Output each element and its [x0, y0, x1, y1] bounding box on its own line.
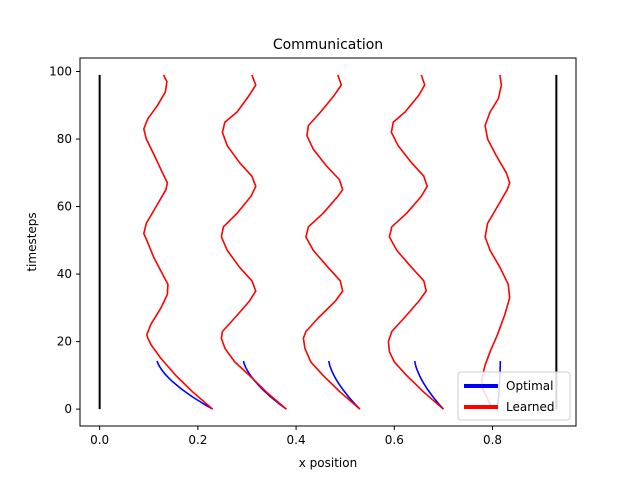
y-tick-label: 60 — [57, 200, 72, 214]
chart-title: Communication — [273, 37, 383, 53]
y-axis: 0 20 40 60 80 100 — [49, 65, 80, 416]
legend-label-optimal: Optimal — [506, 379, 553, 393]
x-tick-label: 0.8 — [483, 433, 502, 447]
optimal-line-agent-4 — [413, 360, 444, 410]
x-tick-label: 0.6 — [385, 433, 404, 447]
optimal-line-agent-2 — [242, 360, 287, 410]
axes-frame — [79, 57, 577, 427]
x-tick-label: 0.0 — [90, 433, 109, 447]
y-tick-label: 0 — [64, 402, 72, 416]
learned-line-agent-5 — [480, 74, 511, 410]
y-tick-label: 40 — [57, 267, 72, 281]
x-axis: 0.0 0.2 0.4 0.6 0.8 — [90, 426, 502, 447]
x-axis-label: x position — [299, 456, 357, 470]
plot-area — [98, 74, 558, 410]
y-tick-label: 100 — [49, 65, 72, 79]
optimal-line-agent-3 — [328, 360, 361, 410]
y-tick-label: 80 — [57, 132, 72, 146]
optimal-line-agent-1 — [156, 360, 213, 410]
learned-line-agent-4 — [387, 74, 444, 410]
x-tick-label: 0.2 — [188, 433, 207, 447]
x-tick-label: 0.4 — [287, 433, 306, 447]
legend-label-learned: Learned — [506, 400, 555, 414]
learned-line-agent-3 — [302, 74, 361, 410]
learned-line-agent-1 — [143, 74, 214, 410]
learned-line-agent-2 — [220, 74, 287, 410]
y-axis-label: timesteps — [25, 212, 39, 271]
y-tick-label: 20 — [57, 335, 72, 349]
legend: Optimal Learned — [457, 371, 571, 421]
